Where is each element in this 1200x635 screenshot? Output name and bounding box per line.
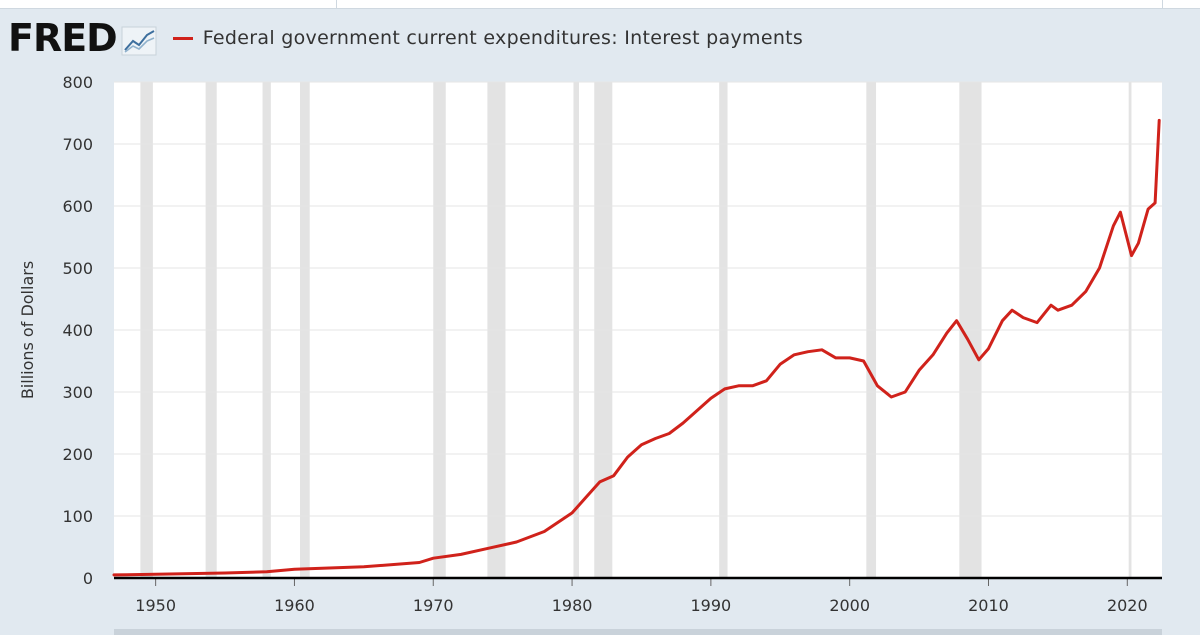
y-tick-label: 200 xyxy=(62,445,93,464)
y-axis-ticks: 0 100 200 300 400 500 600 700 800 xyxy=(62,73,93,588)
top-strip-divider xyxy=(1162,0,1163,8)
y-tick-label: 0 xyxy=(83,569,93,588)
top-strip-divider xyxy=(336,0,337,8)
x-tick-label: 1950 xyxy=(135,596,176,615)
y-tick-label: 800 xyxy=(62,73,93,92)
chart-header: FRED Federal government current expendit… xyxy=(8,18,1188,58)
series-line-interest-payments xyxy=(112,118,1161,577)
fred-logo[interactable]: FRED xyxy=(8,16,118,60)
y-tick-label: 300 xyxy=(62,383,93,402)
x-tick-label: 1970 xyxy=(413,596,454,615)
y-tick-label: 700 xyxy=(62,135,93,154)
legend-swatch xyxy=(172,36,193,40)
y-tick-label: 600 xyxy=(62,197,93,216)
x-axis-ticks: 1950 1960 1970 1980 1990 2000 2010 2020 xyxy=(135,578,1148,615)
x-tick-label: 2020 xyxy=(1107,596,1148,615)
line-chart-icon xyxy=(121,26,157,56)
x-tick-label: 1960 xyxy=(274,596,315,615)
scroll-range-bar[interactable] xyxy=(114,629,1162,635)
y-axis-label: Billions of Dollars xyxy=(18,261,37,399)
y-tick-label: 100 xyxy=(62,507,93,526)
y-tick-label: 500 xyxy=(62,259,93,278)
x-tick-label: 2000 xyxy=(829,596,870,615)
top-strip xyxy=(0,0,1200,9)
x-tick-label: 1980 xyxy=(552,596,593,615)
gridlines xyxy=(114,81,1162,517)
x-tick-label: 1990 xyxy=(691,596,732,615)
x-tick-label: 2010 xyxy=(968,596,1009,615)
y-tick-label: 400 xyxy=(62,321,93,340)
legend-label: Federal government current expenditures:… xyxy=(202,27,804,49)
